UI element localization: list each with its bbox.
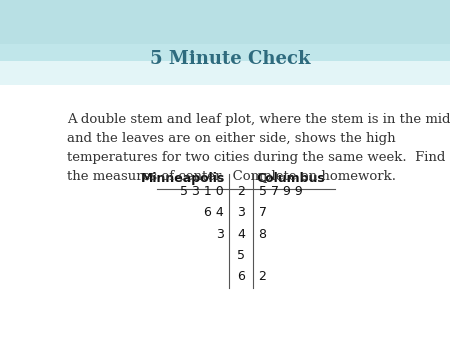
Text: 6 4: 6 4	[204, 207, 224, 219]
Text: 5 Minute Check: 5 Minute Check	[150, 50, 311, 68]
Text: Columbus: Columbus	[257, 172, 325, 185]
Text: 2: 2	[237, 185, 245, 198]
Text: 5 7 9 9: 5 7 9 9	[258, 185, 302, 198]
Text: A double stem and leaf plot, where the stem is in the middle
and the leaves are : A double stem and leaf plot, where the s…	[67, 114, 450, 184]
Text: 6: 6	[237, 270, 245, 283]
Text: 3: 3	[237, 207, 245, 219]
Text: 7: 7	[258, 207, 266, 219]
Text: 8: 8	[258, 228, 266, 241]
Text: 3: 3	[216, 228, 224, 241]
Text: 5 3 1 0: 5 3 1 0	[180, 185, 224, 198]
Text: 2: 2	[258, 270, 266, 283]
Text: 5: 5	[237, 249, 245, 262]
Text: 4: 4	[237, 228, 245, 241]
Text: Minneapolis: Minneapolis	[141, 172, 225, 185]
